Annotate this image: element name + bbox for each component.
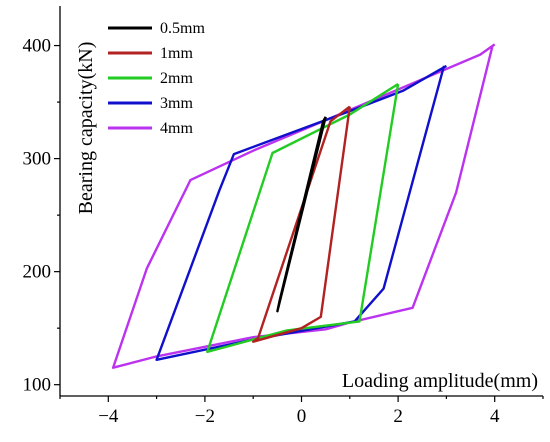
x-tick-label: 2 <box>393 406 403 427</box>
series-line-3mm <box>155 64 447 361</box>
x-tick-label: −2 <box>195 406 215 427</box>
x-tick-label: 0 <box>297 406 307 427</box>
y-axis-label: Bearing capacity(kN) <box>75 42 97 215</box>
series-line-1mm <box>251 105 351 343</box>
legend-label: 2mm <box>160 70 193 87</box>
y-tick-label: 200 <box>23 262 52 283</box>
y-tick-label: 300 <box>23 149 52 170</box>
series-layer <box>111 43 496 369</box>
legend-label: 0.5mm <box>160 20 205 37</box>
axes: −4 −2 0 2 4 100 200 300 400 <box>23 6 544 427</box>
legend-label: 3mm <box>160 95 193 112</box>
legend: 0.5mm 1mm 2mm 3mm 4mm <box>108 20 205 137</box>
x-tick-label: 4 <box>490 406 500 427</box>
legend-label: 4mm <box>160 120 193 137</box>
series-line-0.5mm <box>276 116 327 313</box>
y-tick-label: 400 <box>23 36 52 57</box>
y-tick-label: 100 <box>23 375 52 396</box>
x-tick-label: −4 <box>98 406 119 427</box>
legend-label: 1mm <box>160 45 193 62</box>
x-axis-label: Loading amplitude(mm) <box>342 370 538 392</box>
series-line-2mm <box>206 82 400 354</box>
